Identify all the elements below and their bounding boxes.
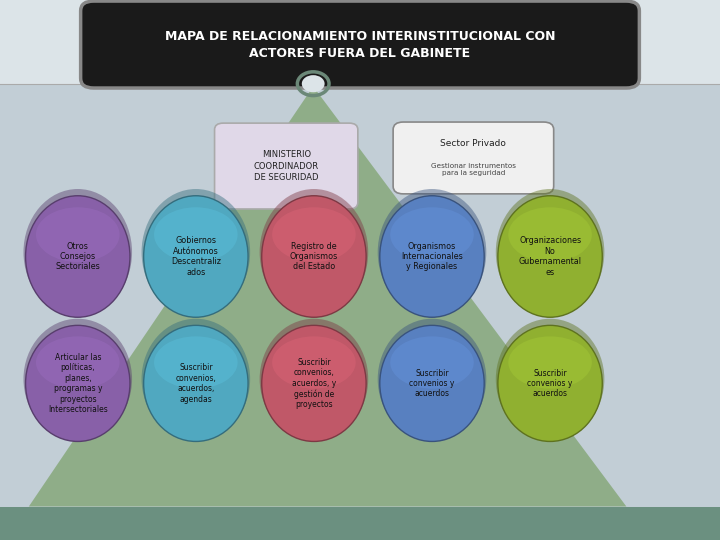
Ellipse shape bbox=[496, 189, 604, 315]
Ellipse shape bbox=[36, 207, 120, 262]
Ellipse shape bbox=[262, 195, 366, 317]
Text: Organizaciones
No
Gubernamental
es: Organizaciones No Gubernamental es bbox=[518, 237, 582, 276]
Ellipse shape bbox=[262, 325, 366, 442]
Ellipse shape bbox=[26, 195, 130, 317]
Ellipse shape bbox=[24, 189, 132, 315]
Ellipse shape bbox=[498, 195, 603, 317]
Polygon shape bbox=[29, 86, 626, 507]
Text: MINISTERIO
COORDINADOR
DE SEGURIDAD: MINISTERIO COORDINADOR DE SEGURIDAD bbox=[253, 150, 319, 183]
Ellipse shape bbox=[154, 336, 238, 389]
Text: Sector Privado: Sector Privado bbox=[441, 139, 506, 148]
Ellipse shape bbox=[508, 336, 592, 389]
Ellipse shape bbox=[36, 336, 120, 389]
Text: Suscribir
convenios,
acuerdos, y
gestión de
proyectos: Suscribir convenios, acuerdos, y gestión… bbox=[292, 358, 336, 409]
Text: Suscribir
convenios,
acuerdos,
agendas: Suscribir convenios, acuerdos, agendas bbox=[176, 363, 216, 403]
Bar bbox=[0, 507, 720, 540]
Ellipse shape bbox=[390, 336, 474, 389]
Text: Registro de
Organismos
del Estado: Registro de Organismos del Estado bbox=[289, 241, 338, 272]
Ellipse shape bbox=[272, 207, 356, 262]
Ellipse shape bbox=[144, 325, 248, 442]
Circle shape bbox=[302, 75, 325, 92]
Ellipse shape bbox=[498, 325, 603, 442]
Text: Suscribir
convenios y
acuerdos: Suscribir convenios y acuerdos bbox=[527, 368, 573, 399]
Ellipse shape bbox=[380, 325, 484, 442]
FancyBboxPatch shape bbox=[215, 123, 358, 209]
Text: Gobiernos
Autónomos
Descentraliz
ados: Gobiernos Autónomos Descentraliz ados bbox=[171, 237, 221, 276]
Ellipse shape bbox=[142, 319, 250, 440]
Ellipse shape bbox=[378, 319, 486, 440]
FancyBboxPatch shape bbox=[393, 122, 554, 194]
FancyBboxPatch shape bbox=[0, 84, 720, 540]
Ellipse shape bbox=[496, 319, 604, 440]
FancyBboxPatch shape bbox=[0, 0, 720, 84]
Text: Organismos
Internacionales
y Regionales: Organismos Internacionales y Regionales bbox=[401, 241, 463, 272]
Ellipse shape bbox=[260, 319, 368, 440]
Text: Otros
Consejos
Sectoriales: Otros Consejos Sectoriales bbox=[55, 241, 100, 272]
Ellipse shape bbox=[380, 195, 484, 317]
Text: Articular las
políticas,
planes,
programas y
proyectos
Intersectoriales: Articular las políticas, planes, program… bbox=[48, 353, 107, 414]
Ellipse shape bbox=[24, 319, 132, 440]
Ellipse shape bbox=[154, 207, 238, 262]
FancyBboxPatch shape bbox=[81, 1, 639, 88]
Text: Gestionar instrumentos
para la seguridad: Gestionar instrumentos para la seguridad bbox=[431, 163, 516, 176]
Ellipse shape bbox=[378, 189, 486, 315]
Ellipse shape bbox=[142, 189, 250, 315]
Ellipse shape bbox=[260, 189, 368, 315]
Ellipse shape bbox=[272, 336, 356, 389]
Ellipse shape bbox=[508, 207, 592, 262]
Text: MAPA DE RELACIONAMIENTO INTERINSTITUCIONAL CON
ACTORES FUERA DEL GABINETE: MAPA DE RELACIONAMIENTO INTERINSTITUCION… bbox=[165, 30, 555, 60]
Text: Suscribir
convenios y
acuerdos: Suscribir convenios y acuerdos bbox=[409, 368, 455, 399]
Ellipse shape bbox=[144, 195, 248, 317]
Ellipse shape bbox=[390, 207, 474, 262]
Ellipse shape bbox=[26, 325, 130, 442]
